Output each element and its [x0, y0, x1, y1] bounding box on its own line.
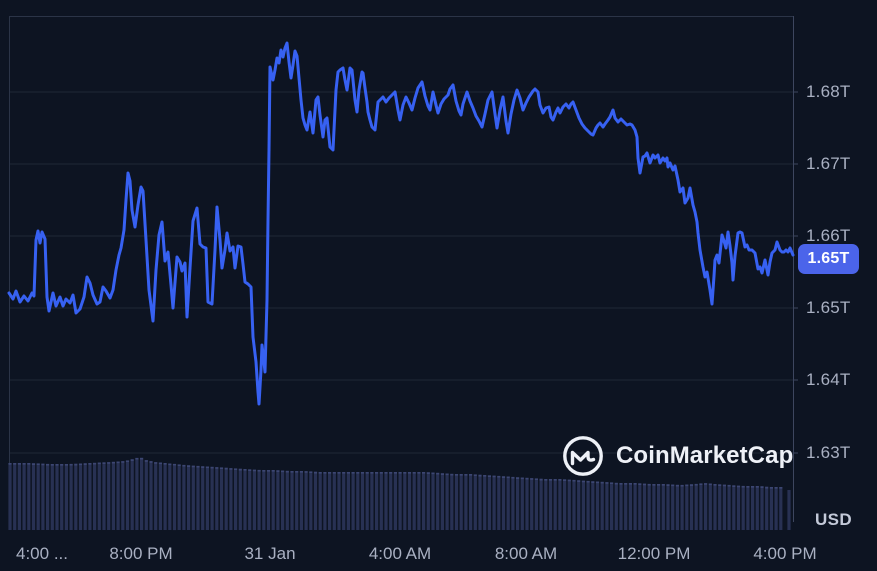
price-line	[7, 41, 795, 406]
x-axis-label: 12:00 PM	[617, 544, 691, 563]
x-axis-label: 4:00 ...	[16, 544, 68, 563]
y-axis-label: 1.67T	[806, 154, 851, 173]
y-axis-label: 1.66T	[806, 226, 851, 245]
x-axis-label: 8:00 AM	[494, 544, 558, 563]
current-value-badge: 1.65T	[798, 244, 859, 274]
y-axis-label: 1.68T	[806, 82, 851, 101]
coinmarketcap-logo-text: CoinMarketCap	[616, 442, 794, 469]
y-axis-label: 1.65T	[806, 298, 851, 317]
x-axis-label: 31 Jan	[244, 544, 296, 563]
x-axis-label: 8:00 PM	[109, 544, 173, 563]
y-axis-label: 1.63T	[806, 443, 851, 462]
x-axis-label: 4:00 PM	[753, 544, 817, 563]
coinmarketcap-watermark: CoinMarketCap	[561, 434, 793, 478]
y-axis-label: 1.64T	[806, 370, 851, 389]
x-axis-label: 4:00 AM	[368, 544, 432, 563]
currency-label: USD	[815, 510, 853, 529]
coinmarketcap-logo-icon	[563, 436, 603, 476]
volume-bars	[8, 457, 791, 531]
